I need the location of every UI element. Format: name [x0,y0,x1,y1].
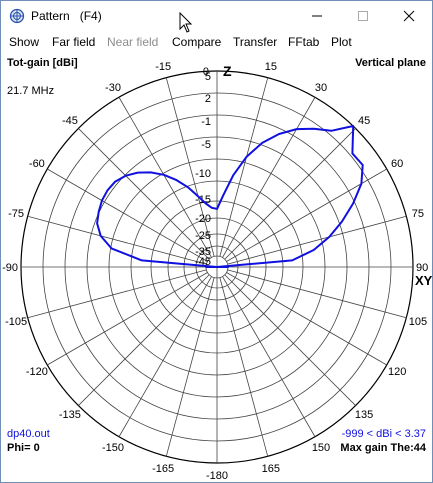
grid-spoke [78,128,210,260]
grid-spoke [118,276,212,437]
grid-spoke [226,272,387,366]
plane-label: Vertical plane [355,57,426,69]
grid-spoke [78,274,210,406]
angle-label: -45 [62,115,78,127]
grid-spoke [219,77,269,257]
angle-label: 165 [262,463,280,475]
window-title: Pattern (F4) [31,9,102,23]
plot-area[interactable]: Tot-gain [dBi] Vertical plane 21.7 MHz 0… [1,53,432,482]
menu-near-field[interactable]: Near field [107,35,159,49]
polar-pattern-chart: 0 15 30 45 60 75 90 105 120 135 150 165 -180 -165 -150… [2,61,432,482]
menu-far-field[interactable]: Far field [52,35,96,49]
radial-tick-label: -5 [201,139,211,151]
menu-fftab[interactable]: FFtab [288,35,320,49]
maximize-icon [358,11,368,21]
mouse-cursor-icon [179,12,193,33]
phi-label: Phi= 0 [7,442,40,454]
radial-tick-label: 2 [205,93,211,105]
minimize-button[interactable] [294,1,340,31]
antenna-pattern-icon [9,8,25,24]
axis-label-z: Z [223,63,232,79]
axis-label-xy: XY [415,273,432,288]
angle-label: 135 [355,409,373,421]
angle-label: 150 [312,442,330,454]
angle-label: -30 [105,82,121,94]
grid-spoke [27,215,207,265]
gain-range-label: -999 < dBi < 3.37 [341,428,426,440]
polar-grid [20,70,414,464]
angle-label: 75 [412,208,424,220]
menu-transfer[interactable]: Transfer [233,35,278,49]
angle-label: -105 [5,316,27,328]
angle-label: -150 [102,442,124,454]
radial-tick-label: -35 [195,246,211,258]
menu-compare[interactable]: Compare [172,35,222,49]
grid-spoke [226,168,387,262]
grid-spoke [224,274,356,406]
radial-tick-label: -25 [195,230,211,242]
angle-label: 105 [409,316,427,328]
angle-label: -165 [152,463,174,475]
close-button[interactable] [386,1,432,31]
radial-tick-labels: 52-1-5-10-15-20-25-35-45 [195,71,211,268]
angle-label: -90 [2,262,18,274]
close-icon [403,10,415,22]
radial-tick-label: -20 [195,213,211,225]
max-gain-label: Max gain The:44 [340,442,426,454]
angle-label: -75 [8,208,24,220]
title-bar[interactable]: Pattern (F4) [1,1,432,31]
maximize-button[interactable] [340,1,386,31]
angle-label: -135 [59,409,81,421]
angle-label: 0 [203,66,209,78]
radiation-pattern-line [96,125,364,268]
minimize-icon [312,15,322,17]
pattern-layer [96,125,364,268]
grid-spoke [47,168,208,262]
grid-spoke [27,269,207,319]
radial-tick-label: -10 [195,168,211,180]
angle-label: 30 [315,82,327,94]
angle-label: -60 [29,158,45,170]
grid-spoke [227,269,407,319]
angle-label: -120 [26,366,48,378]
grid-spoke [219,277,269,457]
angle-label: -180 [206,470,228,482]
angle-labels: 0 15 30 45 60 75 90 105 120 135 150 165 -180 -165 -150… [2,61,428,482]
grid-spoke [227,215,407,265]
angle-label: 60 [391,158,403,170]
menu-bar: Show Far field Near field Compare Transf… [1,31,432,53]
grid-spoke [165,77,215,257]
angle-label: 90 [416,262,428,274]
grid-spoke [47,272,208,366]
radial-tick-label: 5 [205,71,211,83]
grid-spoke [222,97,316,258]
angle-label: 120 [388,366,406,378]
grid-spoke [224,128,356,260]
output-file-label: dp40.out [7,428,50,440]
frequency-label: 21.7 MHz [7,85,55,97]
gain-type-label: Tot-gain [dBi] [7,57,78,69]
grid-spoke [165,277,215,457]
menu-plot[interactable]: Plot [331,35,352,49]
grid-spoke [222,276,316,437]
angle-label: 45 [358,115,370,127]
menu-show[interactable]: Show [9,35,40,49]
angle-label: -15 [155,61,171,73]
grid-spoke [118,97,212,258]
radial-tick-label: -1 [201,116,211,128]
angle-label: 15 [265,61,277,73]
